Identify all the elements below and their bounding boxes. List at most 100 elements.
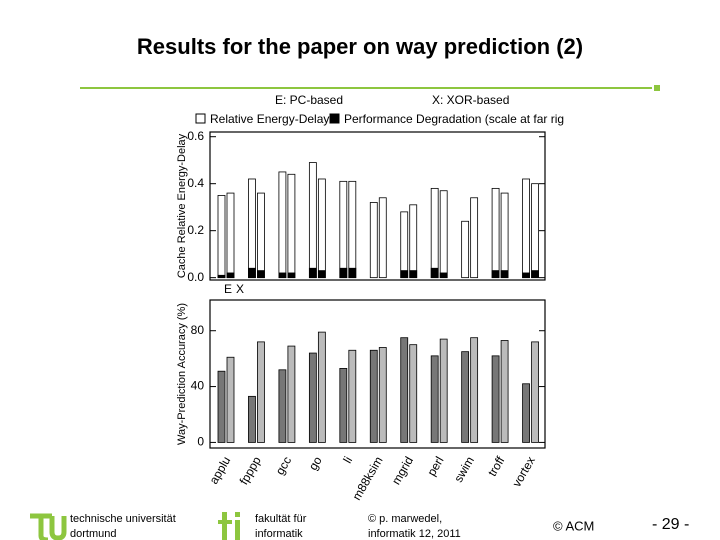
bar (461, 351, 470, 443)
bar (531, 270, 539, 279)
bar (491, 270, 500, 279)
y-tick-label: 0 (197, 435, 204, 449)
bar (287, 173, 296, 279)
bar (278, 171, 287, 279)
bar (531, 341, 539, 443)
rule-end (654, 85, 660, 91)
y-tick-label: 0.6 (187, 129, 204, 143)
page-number: - 29 - (652, 516, 689, 533)
bar (500, 340, 509, 443)
x-tick-label: perl (424, 454, 446, 478)
footer-text: © p. marwedel, (368, 513, 442, 525)
bar (248, 178, 256, 279)
variant-label: E (224, 282, 232, 296)
plot-frame (209, 299, 546, 449)
bar (378, 197, 387, 279)
bar (491, 355, 500, 443)
bar (339, 180, 348, 279)
bar (308, 352, 317, 443)
tu-logo (30, 513, 67, 540)
y-axis-label: Way-Prediction Accuracy (%) (176, 303, 188, 445)
y-tick-label: 0.4 (187, 176, 204, 190)
x-tick-label: li (340, 454, 355, 466)
y-tick-label: 40 (191, 379, 205, 393)
x-tick-label: troff (485, 454, 508, 479)
bar (248, 267, 256, 279)
bar (348, 180, 357, 279)
bar (248, 395, 256, 443)
bar (400, 270, 409, 279)
y-tick-label: 0.0 (187, 270, 204, 284)
bar (522, 272, 530, 279)
bar (430, 267, 439, 279)
footer-text: dortmund (70, 528, 116, 540)
bar (470, 197, 479, 279)
bar (317, 178, 326, 279)
bar (369, 202, 378, 279)
bar (500, 192, 509, 279)
bar (400, 337, 409, 443)
bar (378, 347, 387, 443)
bar (217, 370, 226, 443)
x-tick-label: mgrid (389, 454, 416, 487)
fi-logo (218, 512, 240, 540)
bar (226, 272, 235, 279)
y-tick-label: 80 (191, 323, 205, 337)
bar (217, 195, 226, 279)
bar (491, 187, 500, 279)
bar (308, 267, 317, 279)
bar (278, 272, 287, 279)
bar (287, 345, 296, 443)
bar (439, 338, 448, 443)
bar (348, 349, 357, 443)
y-axis-label: Cache Relative Energy-Delay (176, 133, 188, 278)
x-tick-label: fpppp (237, 454, 264, 487)
bar (308, 162, 317, 279)
footer-credit: © ACM (553, 518, 594, 533)
legend-swatch (195, 113, 206, 124)
legend-label: Performance Degradation (scale at far ri… (344, 112, 564, 126)
bar (430, 187, 439, 279)
slide-title: Results for the paper on way prediction … (137, 34, 583, 59)
bar (226, 356, 235, 443)
bar (348, 267, 357, 279)
bar (409, 270, 418, 279)
legend-header: X: XOR-based (432, 93, 509, 107)
variant-label: X (236, 282, 244, 296)
bar (461, 220, 470, 279)
x-tick-label: vortex (509, 454, 537, 489)
legend-header: E: PC-based (275, 93, 343, 107)
bar (257, 192, 265, 279)
x-tick-label: applu (207, 454, 234, 486)
y-tick-label: 0.2 (187, 223, 204, 237)
bar (470, 337, 479, 443)
bar (439, 272, 448, 279)
x-tick-label: go (306, 454, 325, 473)
legend-label: Relative Energy-Delay (210, 112, 329, 126)
bar (522, 178, 530, 279)
bar (257, 270, 265, 279)
bar (226, 192, 235, 279)
bar (400, 211, 409, 279)
bar (531, 183, 539, 279)
bar (522, 383, 530, 443)
footer-text: informatik (255, 528, 303, 540)
bar (430, 355, 439, 443)
bar (339, 267, 348, 279)
bar (339, 368, 348, 443)
bar (317, 331, 326, 443)
bar (217, 274, 226, 279)
footer-text: fakultät für (255, 513, 307, 525)
bar (317, 270, 326, 279)
bar (439, 190, 448, 279)
bar (409, 204, 418, 279)
bar (257, 341, 265, 443)
bar (500, 270, 509, 279)
footer-text: informatik 12, 2011 (368, 528, 461, 540)
bar (278, 369, 287, 443)
bar (409, 344, 418, 443)
footer-text: technische universität (70, 513, 176, 525)
x-tick-label: gcc (273, 454, 294, 477)
bar (287, 272, 296, 279)
